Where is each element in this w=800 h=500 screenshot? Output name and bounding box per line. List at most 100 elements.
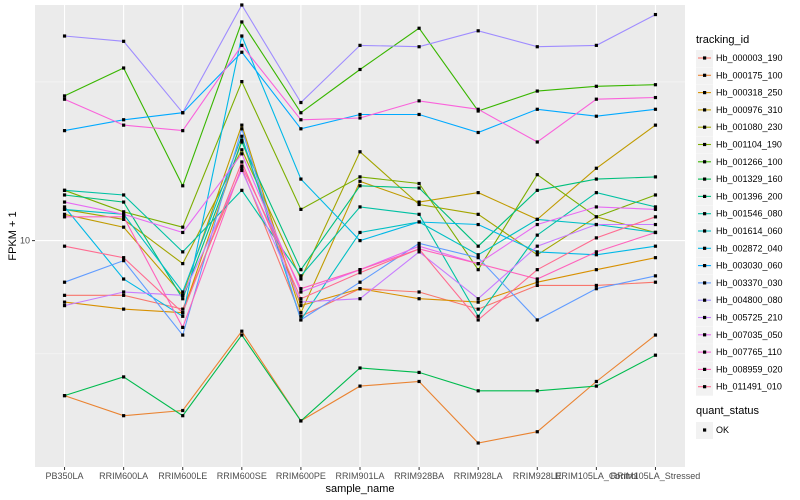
- data-point: [122, 193, 126, 197]
- data-point: [653, 280, 658, 284]
- legend-key-point: [703, 108, 707, 112]
- legend-label: Hb_003370_030: [716, 278, 783, 288]
- x-tick-label: RRIM901LA: [335, 471, 384, 481]
- data-point: [535, 217, 539, 221]
- data-point: [476, 262, 480, 266]
- x-tick-label: RRIM105LA_Stressed: [611, 471, 701, 481]
- data-point: [181, 225, 185, 229]
- data-point: [476, 212, 480, 216]
- data-point: [181, 111, 185, 115]
- data-point: [594, 97, 598, 101]
- data-point: [240, 50, 244, 54]
- data-point: [181, 325, 185, 329]
- data-point: [358, 67, 362, 72]
- data-point: [240, 148, 244, 152]
- data-point: [122, 39, 126, 43]
- data-point: [417, 297, 421, 301]
- data-point: [535, 389, 539, 393]
- data-point: [62, 94, 67, 98]
- legend-key-point: [703, 56, 707, 60]
- legend-label: Hb_000175_100: [716, 70, 783, 80]
- data-point: [535, 250, 539, 254]
- data-point: [358, 297, 362, 301]
- legend-label: Hb_000318_250: [716, 88, 783, 98]
- data-point: [417, 370, 421, 375]
- data-point: [476, 107, 480, 111]
- x-tick-label: RRIM105LA_Control: [555, 471, 638, 481]
- x-tick-label: RRIM600LA: [99, 471, 148, 481]
- data-point: [535, 244, 539, 248]
- data-point: [535, 268, 539, 272]
- data-point: [535, 140, 539, 144]
- x-tick-label: RRIM928BA: [394, 471, 444, 481]
- data-point: [476, 441, 480, 445]
- legend-key-point: [703, 281, 707, 285]
- legend-label: Hb_002872_040: [716, 243, 783, 253]
- y-axis-title: FPKM + 1: [7, 211, 19, 260]
- data-point: [358, 366, 362, 370]
- data-point: [62, 244, 67, 248]
- data-point: [299, 300, 303, 304]
- x-tick-label: RRIM928LA: [454, 471, 503, 481]
- data-point: [181, 414, 185, 418]
- data-point: [653, 215, 658, 219]
- data-point: [62, 212, 67, 216]
- legend-key-point: [703, 298, 707, 302]
- data-point: [181, 297, 185, 301]
- data-point: [594, 84, 598, 88]
- data-point: [240, 20, 244, 24]
- data-point: [653, 205, 658, 209]
- data-point: [594, 268, 598, 272]
- data-point: [417, 290, 421, 294]
- x-axis: PB350LA RRIM600LA RRIM600LE RRIM600SE RRIM60…: [46, 467, 701, 481]
- data-point: [417, 379, 421, 384]
- data-point: [594, 191, 598, 195]
- data-point: [476, 253, 480, 257]
- data-point: [476, 300, 480, 304]
- data-point: [299, 290, 303, 294]
- data-point: [181, 293, 185, 297]
- legend2-title: quant_status: [696, 405, 759, 417]
- data-point: [181, 408, 185, 413]
- data-point: [181, 250, 185, 254]
- data-point: [476, 318, 480, 322]
- x-axis-title: sample_name: [325, 483, 394, 495]
- legend-label: Hb_001266_100: [716, 157, 783, 167]
- data-point: [358, 205, 362, 209]
- legend-key-point: [703, 246, 707, 250]
- data-point: [240, 3, 244, 7]
- data-point: [535, 188, 539, 192]
- y-tick-label: 10: [20, 236, 30, 246]
- data-point: [62, 293, 67, 297]
- data-point: [358, 116, 362, 120]
- data-point: [181, 314, 185, 318]
- data-point: [535, 430, 539, 434]
- data-point: [62, 205, 67, 209]
- data-point: [594, 222, 598, 227]
- legend-label: Hb_007035_050: [716, 330, 783, 340]
- legend2-items: OK: [696, 422, 729, 439]
- data-point: [653, 222, 658, 227]
- data-point: [417, 244, 421, 248]
- data-point: [535, 318, 539, 322]
- data-point: [240, 168, 244, 172]
- data-point: [122, 200, 126, 204]
- data-point: [653, 83, 658, 87]
- data-point: [299, 318, 303, 322]
- data-point: [594, 215, 598, 219]
- legend-label: Hb_000976_310: [716, 105, 783, 115]
- legend-key-point: [703, 229, 707, 233]
- legend-key-point: [703, 142, 707, 147]
- data-point: [62, 200, 67, 204]
- legend-key-point: [703, 350, 707, 354]
- data-point: [122, 123, 126, 127]
- data-point: [181, 307, 185, 311]
- data-point: [417, 250, 421, 254]
- data-point: [653, 230, 658, 235]
- data-point: [358, 43, 362, 47]
- data-point: [594, 250, 598, 254]
- legend-key-point: [703, 177, 707, 181]
- data-point: [122, 212, 126, 216]
- data-point: [594, 177, 598, 181]
